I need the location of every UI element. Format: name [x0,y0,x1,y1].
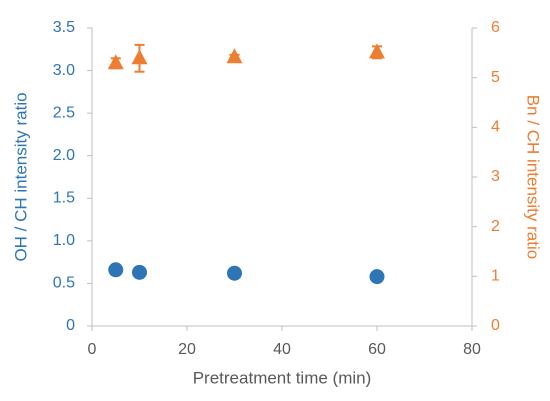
y2-tick-label: 4 [491,119,500,136]
y-tick-label: 0.5 [53,275,75,292]
x-tick-label: 60 [368,341,386,358]
x-tick-label: 20 [178,341,196,358]
y2-tick-label: 1 [491,268,500,285]
y-tick-label: 1.5 [53,190,75,207]
x-tick-label: 80 [463,341,481,358]
y-tick-label: 1.0 [53,232,75,249]
triangle-point [226,48,243,64]
y-tick-label: 0 [66,317,75,334]
triangle-point [107,54,124,70]
y2-axis-label: Bn / CH intensity ratio [524,95,543,259]
y-axis-label: OH / CH intensity ratio [11,92,30,261]
x-axis-label: Pretreatment time (min) [193,368,372,387]
y2-tick-label: 2 [491,218,500,235]
circle-point [132,264,147,280]
y-tick-label: 3.0 [53,62,75,79]
x-tick-label: 0 [88,341,97,358]
triangle-point [131,49,148,65]
y2-tick-label: 6 [491,19,500,36]
triangle-point [369,43,385,59]
circle-point [227,265,242,281]
y-tick-label: 2.5 [53,104,75,121]
x-tick-label: 40 [273,341,291,358]
y2-tick-label: 0 [491,317,500,334]
circle-point [369,269,385,285]
y2-tick-label: 3 [491,168,500,185]
circle-point [108,262,124,278]
y-tick-label: 2.0 [53,147,75,164]
y2-tick-label: 5 [491,69,500,86]
y-tick-label: 3.5 [53,19,75,36]
